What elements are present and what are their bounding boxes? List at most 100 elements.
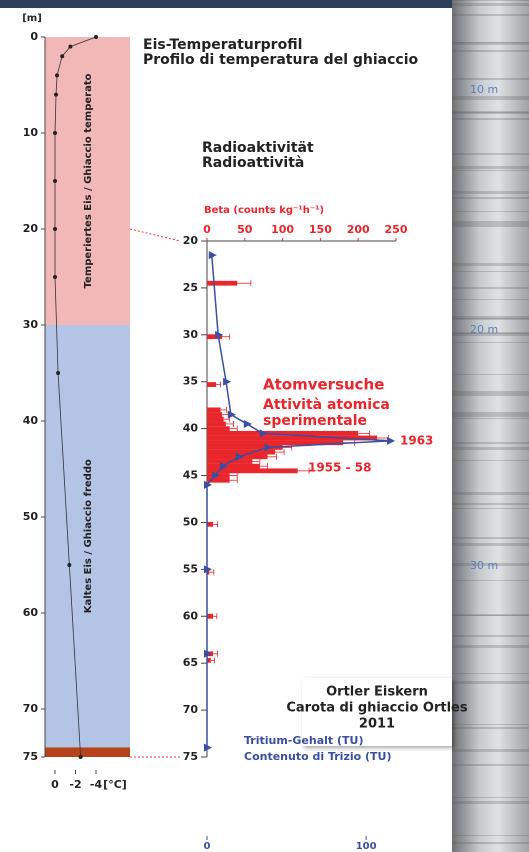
x-axis-label: [°C] [103,778,127,791]
core-stripe [452,724,529,725]
temperature-point [53,227,57,231]
core-stripe [452,797,529,798]
core-texture [452,0,529,844]
core-stripe [452,50,529,52]
core-stripe [452,442,529,444]
beta-bar [207,416,224,422]
core-stripe [452,563,529,566]
core-stripe [452,342,529,343]
tritium-point [243,419,252,428]
core-stripe [452,460,529,461]
temperature-point [53,179,57,183]
caption-box [302,678,452,746]
temperature-point [54,92,59,97]
y-tick-label: 20 [183,234,199,247]
core-label: 30 m [470,559,498,572]
tritium-point [204,480,212,489]
core-stripe [452,3,529,6]
x-axis-label: Contenuto di Trizio (TU) [244,750,392,763]
core-stripe [452,197,529,199]
core-stripe [452,0,529,1]
beta-bar [207,334,223,340]
ice-zone [45,37,130,325]
core-stripe [452,211,529,212]
tritium-point [208,251,217,260]
guide-line [129,228,181,242]
beta-bar [207,407,221,413]
core-stripe [452,764,529,766]
core-stripe [452,394,529,396]
beta-bar [207,426,230,432]
core-stripe [452,635,529,637]
y-tick-label: 70 [183,703,199,716]
core-stripe [452,749,529,752]
tritium-point [227,410,236,419]
core-stripe [452,263,529,266]
y-tick-label: 20 [23,222,39,235]
beta-bar [207,421,226,427]
core-stripe [452,492,529,495]
ice-zone [45,747,130,757]
caption: Ortler Eiskern [326,685,428,700]
core-label: 20 m [470,323,498,336]
y-tick-label: 55 [183,562,198,575]
core-stripe [452,412,529,414]
core-stripe [452,78,529,80]
beta-bar [207,445,283,450]
core-stripe [452,614,529,616]
temperature-point [68,44,73,49]
chart-title: Eis-Temperaturprofil [143,37,302,53]
tritium-point [211,471,220,480]
x-tick-label: 0 [203,223,211,236]
tritium-point [223,377,232,386]
beta-bar [207,430,359,436]
beta-bar [207,468,298,474]
temperature-point [94,35,98,39]
core-stripe [452,645,529,648]
annotation: Atomversuche [263,376,384,394]
temperature-point [56,371,61,375]
y-tick-label: 35 [183,375,198,388]
beta-bar [207,463,260,469]
caption: Carota di ghiaccio Ortles [286,701,468,716]
core-stripe [452,96,529,97]
tritium-point [215,330,224,339]
tritium-point [204,649,212,658]
beta-bar [207,613,214,619]
core-stripe [452,333,529,336]
beta-bar [207,280,238,286]
y-tick-label: 50 [183,515,199,528]
tritium-point [235,452,244,461]
core-stripe [452,391,529,394]
beta-bar [207,477,230,483]
y-tick-label: 0 [30,30,38,43]
temperature-point [78,755,83,759]
x-tick-label: 200 [347,223,370,236]
x-tick-label: -2 [69,778,81,791]
temperature-point [53,131,57,135]
core-stripe [452,153,529,155]
y-tick-label: 65 [183,656,198,669]
core-stripe [452,316,529,319]
y-axis-label: [m] [22,13,42,24]
tritium-line [206,255,391,748]
tritium-point [219,462,228,471]
x-axis-label: Beta (counts kg⁻¹h⁻¹) [204,205,324,216]
tritium-point [259,429,268,438]
core-stripe [452,615,529,616]
temperature-point [53,275,57,279]
beta-bar [207,382,217,387]
y-tick-label: 25 [183,281,198,294]
top-band [0,0,452,8]
core-stripe [452,835,529,836]
x-tick-label: 100 [356,841,377,852]
chart-title: Radioaktivität [202,140,314,156]
core-stripe [452,842,529,844]
zone-label: Temperiertes Eis / Ghiaccio temperato [83,73,94,288]
y-tick-label: 75 [23,750,38,763]
x-tick-label: -4 [90,778,103,791]
core-stripe [452,673,529,674]
beta-bar [207,449,276,455]
beta-bar [207,435,378,441]
